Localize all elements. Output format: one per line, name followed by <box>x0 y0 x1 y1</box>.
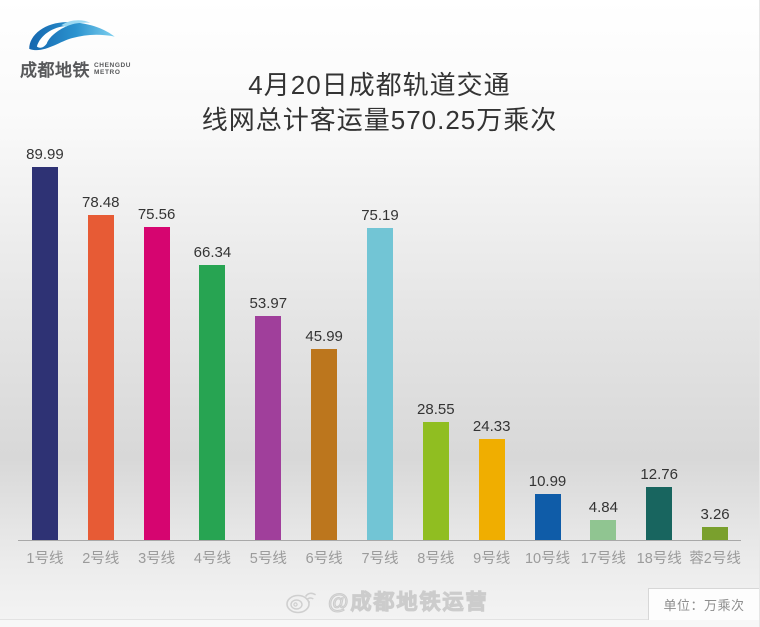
logo-english-name: CHENGDU METRO <box>94 62 131 76</box>
bar-10号线 <box>534 494 561 540</box>
chart-title-line2: 线网总计客运量570.25万乘次 <box>201 105 558 135</box>
bar-value-label: 12.76 <box>640 466 678 484</box>
bar-9号线 <box>478 439 505 540</box>
watermark-text: @成都地铁运营 <box>327 591 489 615</box>
x-axis-label-10号线: 10号线 <box>524 551 571 567</box>
weibo-icon <box>286 592 316 614</box>
logo-chinese-name: 成都地铁 <box>20 61 90 80</box>
bar-column: 45.99 <box>296 328 352 540</box>
bar-value-label: 10.99 <box>528 473 567 491</box>
bar-value-label: 66.34 <box>193 244 232 261</box>
bar-column: 3.26 <box>687 505 743 540</box>
bar-6号线 <box>311 349 338 540</box>
bar-column: 89.99 <box>17 146 73 540</box>
x-axis-label-5号线: 5号线 <box>249 551 287 567</box>
bar-value-label: 28.55 <box>417 400 455 418</box>
x-axis-label-4号线: 4号线 <box>193 551 231 567</box>
bar-column: 10.99 <box>520 473 576 540</box>
bar-value-label: 89.99 <box>26 146 64 163</box>
bar-2号线 <box>87 214 114 540</box>
bar-value-label: 24.33 <box>472 418 511 436</box>
bar-column: 75.56 <box>129 206 185 540</box>
x-axis-label-7号线: 7号线 <box>361 551 399 567</box>
bar-value-label: 45.99 <box>305 328 343 346</box>
metro-swoosh-icon <box>29 20 115 51</box>
bar-value-label: 78.48 <box>81 193 120 211</box>
chengdu-metro-logo: 成都地铁 CHENGDU METRO <box>20 16 130 81</box>
bar-18号线 <box>646 487 673 540</box>
bar-value-label: 53.97 <box>249 295 288 313</box>
bar-8号线 <box>422 421 449 540</box>
bar-chart: 89.99 78.48 75.56 66.34 53.97 45.99 75.19 28.55… <box>17 142 743 540</box>
bar-column: 24.33 <box>464 418 520 540</box>
x-axis-label-8号线: 8号线 <box>417 551 455 567</box>
x-axis-label-18号线: 18号线 <box>636 551 682 567</box>
bar-value-label: 3.26 <box>700 505 730 523</box>
bar-value-label: 75.19 <box>361 207 399 225</box>
logo-en-line2: METRO <box>94 68 121 76</box>
bar-7号线 <box>366 228 393 540</box>
bar-蓉2号线 <box>702 526 729 540</box>
bar-17号线 <box>590 519 617 540</box>
logo-en-line1: CHENGDU <box>94 61 132 69</box>
x-axis-label-17号线: 17号线 <box>580 551 626 567</box>
bar-column: 53.97 <box>240 295 296 540</box>
x-axis-label-9号线: 9号线 <box>473 551 511 567</box>
bar-1号线 <box>31 167 58 540</box>
unit-box: 单位：万乘次 <box>648 588 759 620</box>
bar-column: 12.76 <box>631 466 687 540</box>
x-axis-label-蓉2号线: 蓉2号线 <box>689 551 741 567</box>
watermark: @成都地铁运营 <box>284 586 488 616</box>
chart-title-line1: 4月20日成都轨道交通 <box>248 70 511 100</box>
x-axis-line <box>18 540 741 541</box>
bar-3号线 <box>143 226 170 540</box>
bar-column: 75.19 <box>352 207 408 540</box>
x-axis-labels: 1号线 2号线 3号线 4号线 5号线 6号线 7号线 8号线 9号线 10号线 17号线 18号线蓉… <box>17 547 743 568</box>
unit-label: 单位：万乘次 <box>663 598 745 613</box>
bar-column: 66.34 <box>185 244 241 540</box>
bar-value-label: 75.56 <box>137 205 176 223</box>
x-axis-label-1号线: 1号线 <box>26 551 64 567</box>
bar-column: 4.84 <box>575 499 631 540</box>
x-axis-label-2号线: 2号线 <box>82 551 120 567</box>
bottom-strip <box>0 619 759 627</box>
bar-column: 28.55 <box>408 401 464 540</box>
bar-5号线 <box>255 316 282 540</box>
bar-value-label: 4.84 <box>588 498 618 516</box>
bar-4号线 <box>199 265 226 540</box>
bar-column: 78.48 <box>73 194 129 540</box>
x-axis-label-3号线: 3号线 <box>138 551 176 567</box>
x-axis-label-6号线: 6号线 <box>305 551 343 567</box>
chart-title: 4月20日成都轨道交通 线网总计客运量570.25万乘次 <box>0 68 759 138</box>
